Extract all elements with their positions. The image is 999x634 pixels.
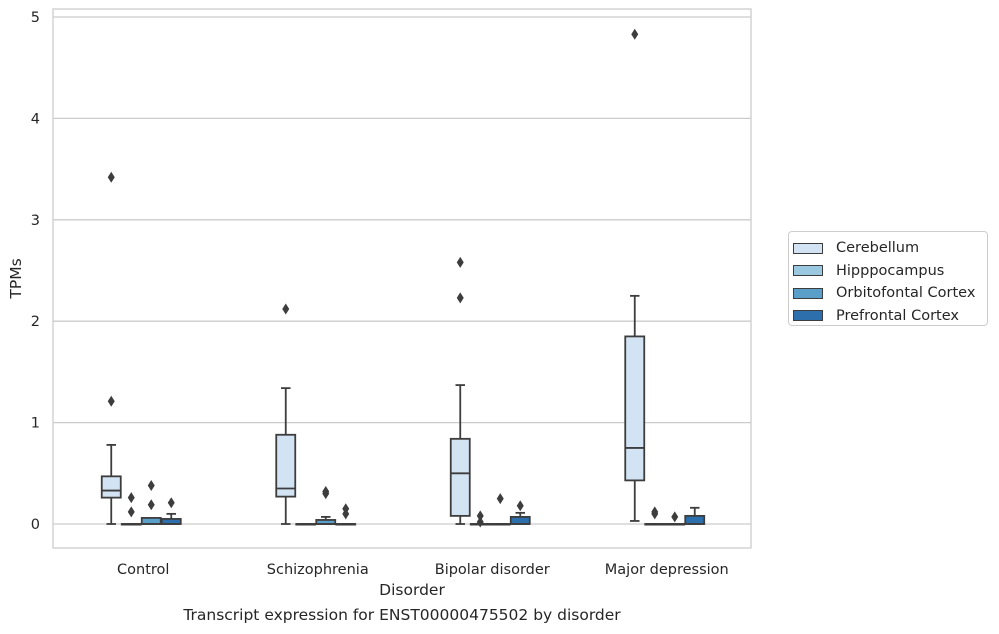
box — [509, 516, 531, 525]
outlier-point — [342, 508, 350, 520]
box-prefrontal-cortex — [684, 506, 706, 525]
x-tick-labels: Control Schizophrenia Bipolar disorder Majo… — [117, 562, 729, 578]
box-hipppocampus — [120, 492, 142, 526]
outlier-point — [476, 516, 484, 528]
outlier-point — [631, 28, 639, 40]
box-cerebellum — [624, 28, 646, 522]
legend-label: Prefrontal Cortex — [836, 307, 959, 324]
outlier-point — [167, 497, 175, 509]
y-tick-label: 5 — [31, 10, 40, 26]
gridlines — [53, 16, 751, 525]
legend-label: Cerebellum — [836, 240, 920, 257]
box — [684, 514, 706, 525]
y-tick-label: 3 — [31, 213, 40, 229]
legend-label: Orbitofontal Cortex — [836, 285, 976, 302]
chart-title: Transcript expression for ENST0000047550… — [183, 606, 621, 624]
box-prefrontal-cortex — [335, 503, 357, 526]
outlier-point — [322, 488, 330, 500]
legend-item: Cerebellum — [793, 237, 987, 260]
y-tick-label: 0 — [31, 517, 40, 533]
legend-swatch — [793, 242, 823, 254]
x-tick-label: Control — [117, 562, 169, 578]
outlier-point — [147, 499, 155, 511]
box-orbitofontal-cortex — [664, 511, 686, 526]
outlier-point — [456, 292, 464, 304]
legend-item: Orbitofontal Cortex — [793, 282, 987, 305]
outlier-point — [496, 493, 504, 505]
outlier-point — [671, 511, 679, 523]
box — [275, 433, 297, 498]
y-tick-label: 2 — [31, 314, 40, 330]
y-axis-label: TPMs — [7, 258, 25, 299]
y-tick-label: 4 — [31, 111, 40, 127]
x-tick-label: Bipolar disorder — [435, 562, 550, 578]
y-tick-labels: 0 1 2 3 4 5 — [31, 10, 40, 533]
x-axis-label: Disorder — [379, 581, 445, 599]
box-prefrontal-cortex — [509, 500, 531, 525]
box-orbitofontal-cortex — [140, 479, 162, 525]
box-cerebellum — [449, 256, 471, 525]
legend-swatch — [793, 265, 823, 277]
box — [140, 517, 162, 525]
y-tick-label: 1 — [31, 416, 40, 432]
box — [624, 335, 646, 482]
box-hipppocampus — [469, 510, 491, 528]
box — [449, 437, 471, 517]
box-cerebellum — [275, 303, 297, 525]
outlier-point — [107, 395, 115, 407]
outlier-point — [282, 303, 290, 315]
box-prefrontal-cortex — [160, 497, 182, 525]
legend-item: Prefrontal Cortex — [793, 305, 987, 328]
outlier-point — [127, 492, 135, 504]
outlier-point — [107, 171, 115, 183]
legend-label: Hipppocampus — [836, 262, 945, 279]
outlier-point — [516, 500, 524, 512]
x-tick-label: Major depression — [605, 562, 729, 578]
legend-item: Hipppocampus — [793, 260, 987, 283]
legend-swatch — [793, 287, 823, 299]
outlier-point — [456, 256, 464, 268]
legend-swatch — [793, 310, 823, 322]
box-cerebellum — [100, 171, 122, 525]
outlier-point — [476, 510, 484, 522]
outlier-point — [127, 506, 135, 518]
box-hipppocampus — [644, 506, 666, 526]
box-hipppocampus — [295, 523, 317, 526]
box-groups — [100, 28, 706, 528]
outlier-point — [147, 479, 155, 491]
x-tick-label: Schizophrenia — [267, 562, 369, 578]
plot-frame — [52, 8, 752, 549]
legend: Cerebellum Hipppocampus Orbitofontal Corte… — [788, 231, 988, 326]
box-orbitofontal-cortex — [315, 486, 337, 525]
outlier-point — [651, 508, 659, 520]
box-orbitofontal-cortex — [489, 493, 511, 526]
box — [100, 475, 122, 499]
